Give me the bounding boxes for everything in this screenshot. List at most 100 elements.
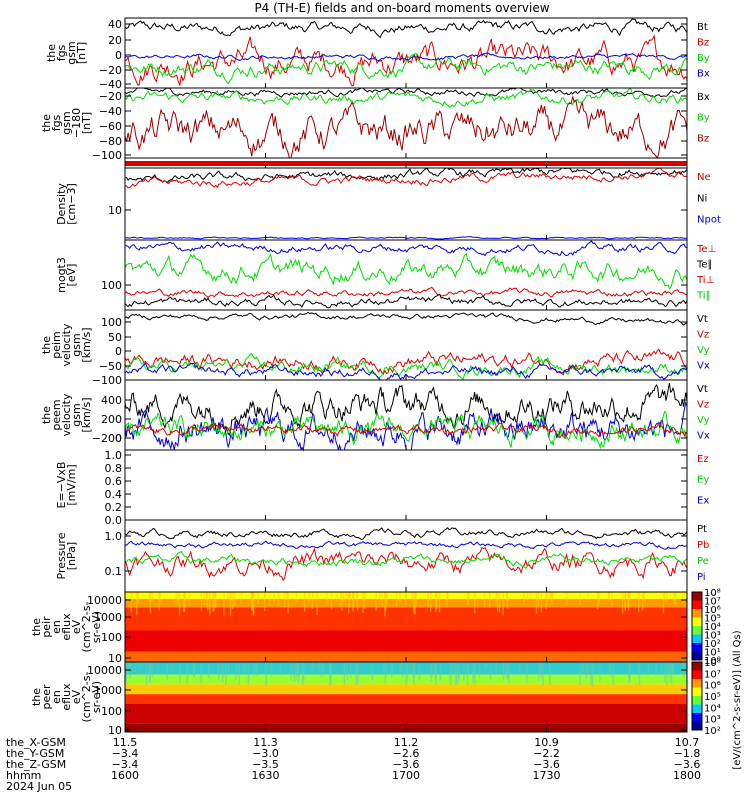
ylabel-line: the [40, 336, 53, 354]
ylabel-line: en [50, 620, 63, 634]
ylabel-line: eV [70, 689, 83, 704]
spec-streak [455, 662, 457, 687]
spec-streak [430, 662, 432, 682]
spec-streak [293, 662, 295, 682]
spec-streak [159, 592, 161, 602]
spec-streak [399, 592, 401, 603]
spec-streak [438, 592, 441, 613]
spec-streak [178, 592, 181, 617]
panel-8: 1.0 0.1 Pressure[nPa] Pt Pb Pe Pi [55, 519, 709, 593]
spec-streak [311, 662, 314, 670]
spec-streak [466, 592, 469, 606]
spec-streak [629, 662, 631, 681]
ytick-label: 0 [115, 432, 122, 445]
ytick-label: −100 [92, 374, 122, 387]
spec-streak [383, 662, 385, 674]
spec-streak [549, 592, 552, 602]
ytick-label: 1000 [94, 611, 122, 624]
spec-streak [585, 662, 587, 679]
xaxis-value: 11.2 [394, 736, 419, 749]
spec-streak [308, 592, 311, 603]
spec-streak [418, 662, 421, 681]
spec-streak [206, 592, 208, 606]
ylabel-line: (cm^2-s- [80, 602, 93, 653]
legend-ti∥: Ti∥ [696, 291, 711, 302]
ylabel-line: velocity [60, 323, 73, 366]
xaxis-value: 10.9 [534, 736, 559, 749]
colorbar-tick: 10⁷ [704, 669, 721, 680]
spec-band-2 [125, 607, 687, 631]
spec-streak [551, 592, 553, 605]
ytick-label: 100 [101, 279, 122, 292]
spec-streak [352, 592, 354, 612]
ylabel-line: sr-eV) [90, 611, 103, 643]
vy-trace [124, 410, 688, 450]
spec-streak [151, 662, 154, 677]
spec-streak [414, 592, 416, 615]
spec-streak [467, 592, 470, 605]
pb-trace [124, 546, 688, 582]
colorbar-segment [692, 696, 702, 705]
panel-3: 10 Density[cm−3] Ne Ni Npot [55, 167, 721, 241]
xaxis-value: −2.6 [393, 747, 420, 760]
ylabel-line: the [30, 618, 43, 636]
spec-streak [295, 592, 298, 602]
vx-trace [124, 362, 688, 381]
ne-trace [124, 167, 688, 189]
bt-trace [124, 18, 688, 39]
xaxis-value: 1630 [252, 769, 280, 782]
spec-streak [240, 592, 243, 604]
ylabel-line: Density [55, 183, 68, 225]
xaxis-value: −1.8 [674, 747, 701, 760]
ytick-label: −60 [99, 120, 122, 133]
spec-streak [342, 592, 345, 603]
vt-trace [124, 311, 688, 326]
spec-streak [662, 592, 665, 614]
xaxis-value: −3.6 [674, 758, 701, 771]
colorbar-tick: 10³ [704, 715, 721, 726]
xaxis-value: 11.3 [253, 736, 278, 749]
spec-streak [546, 592, 549, 606]
ytick-label: 0.6 [105, 475, 123, 488]
spec-streak [508, 662, 510, 683]
spec-band-2 [125, 684, 687, 695]
spec-streak [208, 662, 210, 678]
legend-npot: Npot [697, 215, 721, 226]
legend-ne: Ne [697, 172, 711, 183]
spec-streak [405, 592, 407, 600]
panel-2 [124, 157, 688, 169]
colorbar-tick: 10⁸ [704, 658, 721, 669]
spec-streak [637, 662, 640, 670]
spec-streak [357, 662, 359, 685]
spec-streak [273, 592, 276, 603]
ytick-label: 0.8 [105, 462, 123, 475]
ytick-label: −100 [92, 149, 122, 162]
colorbar-segment [692, 651, 702, 661]
ytick-label: 100 [101, 316, 122, 329]
spec-streak [402, 662, 404, 678]
ylabel-line: gsm [70, 403, 83, 426]
spec-streak [529, 592, 532, 600]
by-trace [124, 52, 688, 85]
legend-by: By [697, 113, 710, 124]
ytick-label: 1000 [94, 684, 122, 697]
panel-frame [124, 449, 688, 521]
ylabel-line: Pressure [55, 532, 68, 579]
xaxis-row-label: the_X-GSM [6, 736, 66, 749]
spec-streak [463, 662, 465, 681]
ytick-label: −80 [99, 135, 122, 148]
spec-streak [290, 662, 292, 681]
colorbar-segment [692, 600, 702, 610]
spec-streak [349, 592, 351, 600]
spec-streak [663, 592, 666, 601]
spec-streak [223, 592, 225, 616]
ytick-label: 0 [115, 345, 122, 358]
spec-streak [329, 662, 332, 677]
spec-streak [320, 662, 323, 678]
legend-bt: Bt [697, 22, 708, 33]
spec-streak [341, 592, 343, 611]
spec-streak [242, 662, 245, 675]
spec-streak [375, 592, 377, 611]
spec-streak [171, 662, 174, 670]
panel-7: 1.00.80.60.40.20.0 E=−VxB[mV/m] Ez Ey Ex [55, 449, 709, 527]
